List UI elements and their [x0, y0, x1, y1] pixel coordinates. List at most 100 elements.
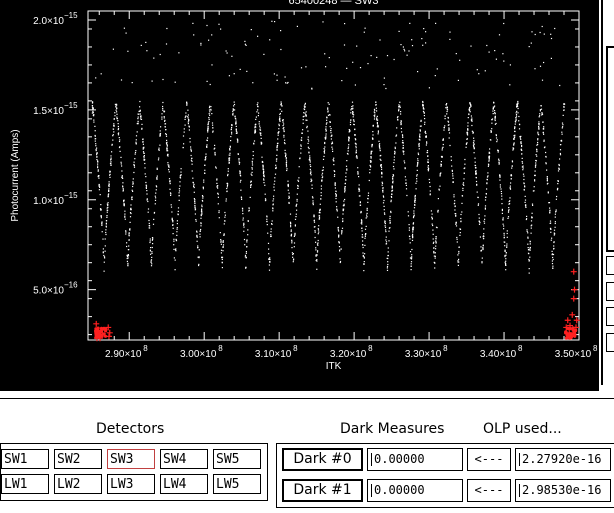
- detector-sw1-button[interactable]: SW1: [1, 449, 49, 469]
- data-point: [462, 183, 464, 185]
- data-point: [244, 254, 247, 256]
- data-point: [178, 190, 181, 192]
- data-point: [527, 252, 530, 254]
- data-point: [358, 190, 361, 192]
- data-point: [242, 208, 244, 210]
- outlier-point: [239, 68, 241, 70]
- data-point: [204, 157, 207, 159]
- data-point: [375, 107, 377, 109]
- data-point: [385, 236, 387, 238]
- right-panel-field-3[interactable]: [606, 307, 614, 326]
- data-point: [493, 101, 495, 103]
- data-point: [361, 234, 363, 236]
- data-point: [385, 241, 388, 243]
- data-point: [526, 230, 528, 232]
- outlier-point: [252, 82, 254, 84]
- data-point: [201, 213, 203, 215]
- data-point: [275, 164, 277, 166]
- right-panel-field-4[interactable]: [606, 333, 614, 352]
- data-point: [132, 183, 134, 185]
- dark-0-copy-button[interactable]: <---: [467, 448, 511, 471]
- detector-lw5-button[interactable]: LW5: [213, 474, 261, 494]
- data-point: [549, 209, 551, 211]
- data-point: [153, 212, 155, 214]
- data-point: [103, 256, 106, 258]
- data-point: [373, 115, 375, 117]
- data-point: [97, 170, 99, 172]
- detector-lw1-button[interactable]: LW1: [1, 474, 49, 494]
- data-point: [196, 236, 198, 238]
- data-point: [268, 248, 270, 250]
- data-point: [154, 199, 157, 201]
- data-point: [179, 175, 181, 177]
- detector-sw2-button[interactable]: SW2: [54, 449, 102, 469]
- data-point: [488, 155, 491, 157]
- data-point: [209, 105, 211, 107]
- dark-0-button[interactable]: Dark #0: [282, 448, 363, 471]
- data-point: [109, 173, 111, 175]
- data-point: [491, 118, 494, 120]
- data-point: [494, 119, 496, 122]
- data-point: [484, 218, 486, 220]
- data-point: [425, 132, 427, 134]
- right-panel-field-2[interactable]: [606, 282, 614, 301]
- data-point: [410, 263, 412, 265]
- dark-0-value-field[interactable]: 0.00000: [367, 448, 463, 471]
- olp-1-field[interactable]: 2.98530e-16: [515, 479, 611, 502]
- data-point: [375, 104, 377, 106]
- data-point: [482, 247, 484, 249]
- data-point: [366, 214, 368, 216]
- data-point: [416, 165, 418, 167]
- outlier-point: [534, 33, 536, 36]
- data-point: [416, 164, 419, 166]
- detector-lw4-button[interactable]: LW4: [160, 474, 208, 494]
- detector-sw3-button[interactable]: SW3: [107, 449, 155, 469]
- data-point: [194, 200, 196, 202]
- data-point: [412, 228, 414, 230]
- data-point: [238, 161, 240, 163]
- data-point: [326, 119, 328, 121]
- data-point: [283, 136, 285, 138]
- data-point: [495, 122, 497, 125]
- right-panel-field-1[interactable]: [606, 256, 614, 275]
- data-point: [419, 135, 421, 137]
- data-point: [356, 155, 358, 157]
- data-point: [553, 241, 555, 243]
- data-point: [163, 117, 165, 119]
- data-point: [562, 124, 564, 126]
- outlier-point: [209, 83, 211, 86]
- data-point: [192, 181, 194, 183]
- data-point: [327, 110, 329, 112]
- data-point: [199, 233, 201, 235]
- detector-lw3-button[interactable]: LW3: [107, 474, 155, 494]
- data-point: [128, 235, 130, 237]
- data-point: [118, 146, 121, 149]
- data-point: [334, 187, 336, 189]
- detector-lw2-button[interactable]: LW2: [54, 474, 102, 494]
- dark-1-value-field[interactable]: 0.00000: [367, 479, 463, 502]
- dark-1-copy-button[interactable]: <---: [467, 479, 511, 502]
- data-point: [272, 198, 275, 200]
- data-point: [467, 117, 469, 119]
- data-point: [150, 265, 153, 267]
- data-point: [230, 140, 232, 142]
- data-point: [412, 229, 414, 231]
- data-point: [426, 150, 429, 152]
- data-point: [390, 195, 392, 198]
- data-point: [284, 143, 286, 145]
- red-cluster-point: [100, 334, 104, 338]
- olp-0-field[interactable]: 2.27920e-16: [515, 448, 611, 471]
- outlier-point: [131, 82, 133, 84]
- data-point: [405, 188, 408, 190]
- dark-1-button[interactable]: Dark #1: [282, 479, 363, 502]
- data-point: [320, 188, 322, 190]
- data-point: [427, 155, 429, 157]
- detector-sw4-button[interactable]: SW4: [160, 449, 208, 469]
- right-panel-frame: [601, 0, 614, 385]
- data-point: [338, 246, 341, 248]
- detector-sw5-button[interactable]: SW5: [213, 449, 261, 469]
- data-point: [292, 253, 294, 256]
- data-point: [563, 105, 565, 108]
- data-point: [552, 253, 555, 256]
- data-point: [508, 203, 510, 205]
